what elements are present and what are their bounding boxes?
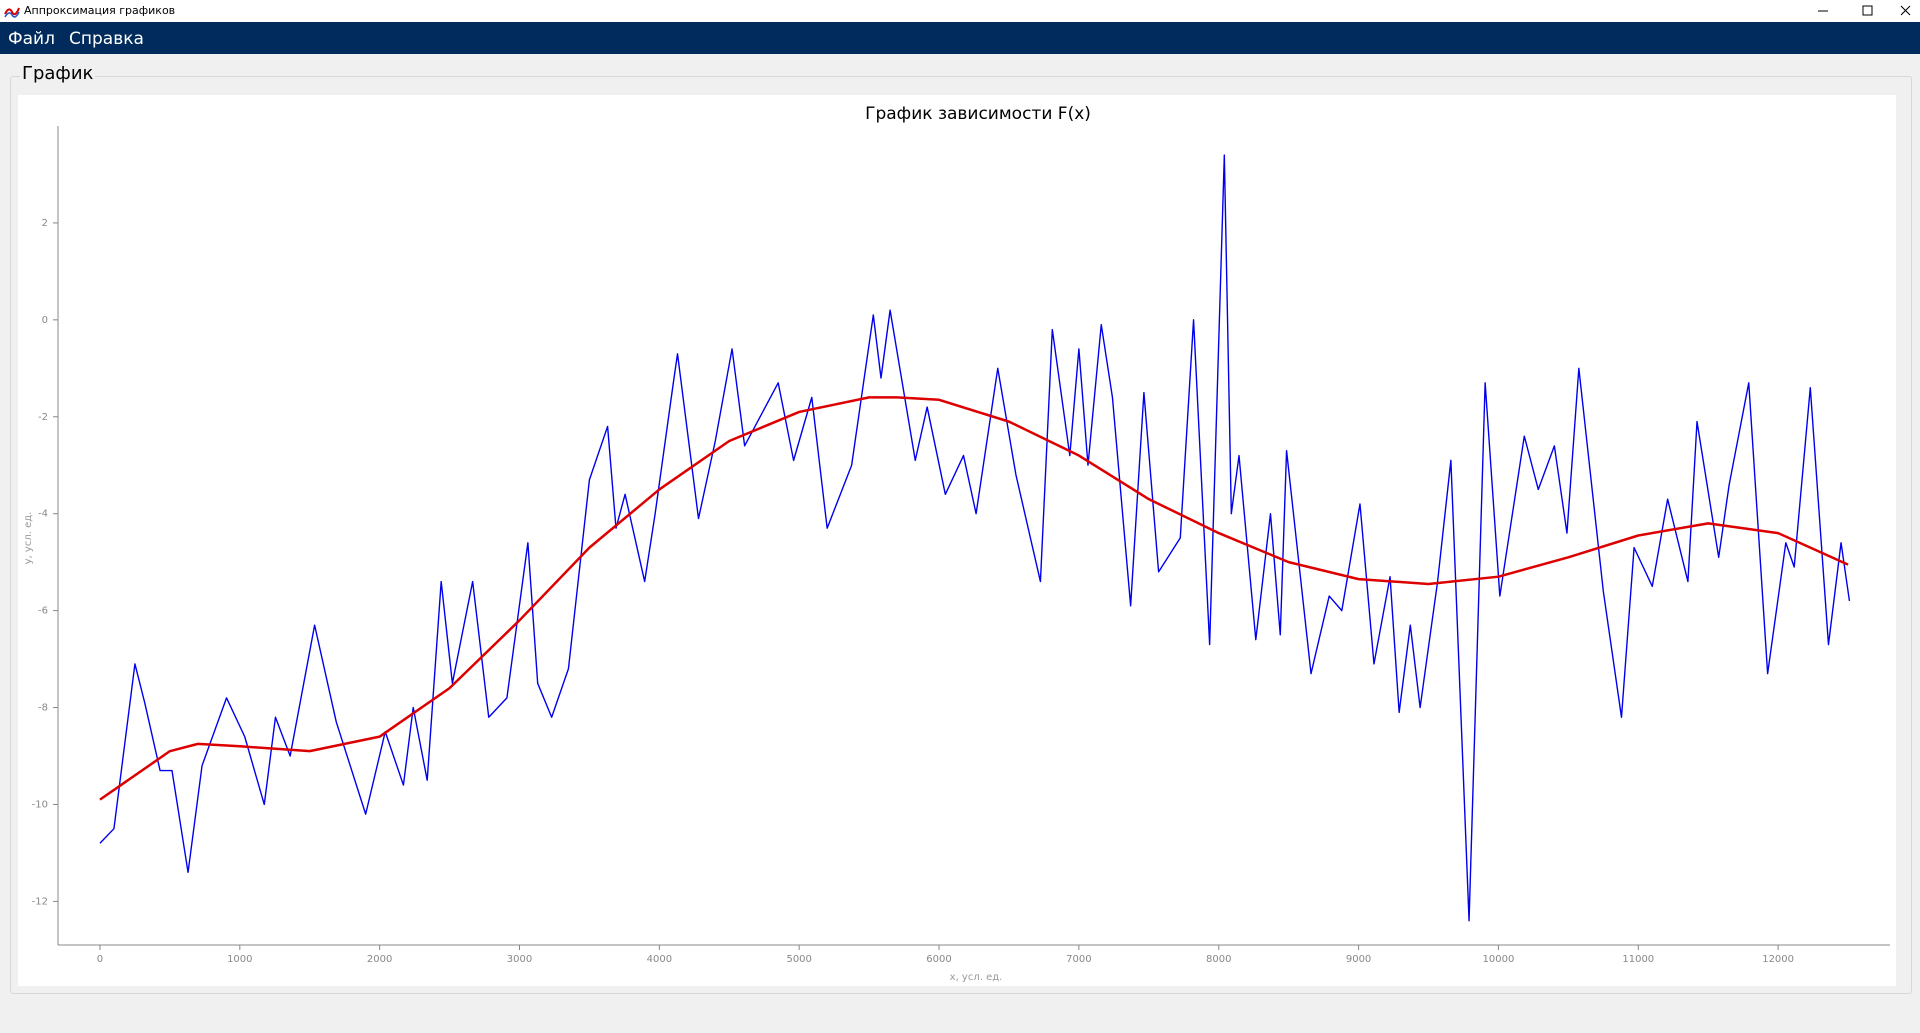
plot-background xyxy=(18,95,1896,986)
y-tick-label: -4 xyxy=(38,509,48,520)
x-axis-label: x, усл. ед. xyxy=(950,972,1003,983)
title-bar: Аппроксимация графиков xyxy=(0,0,1920,22)
menu-item[interactable]: Справка xyxy=(69,29,144,49)
x-tick-label: 0 xyxy=(97,954,103,965)
data-line xyxy=(99,396,1849,801)
x-tick-label: 12000 xyxy=(1762,954,1794,965)
y-tick-label: -12 xyxy=(32,896,48,907)
group-box xyxy=(10,76,1912,994)
y-tick-label: 0 xyxy=(42,315,48,326)
x-tick-label: 9000 xyxy=(1346,954,1371,965)
window-controls[interactable] xyxy=(1800,0,1920,22)
x-tick-label: 2000 xyxy=(367,954,392,965)
x-tick-label: 3000 xyxy=(507,954,532,965)
data-line xyxy=(99,154,1851,922)
app-icon xyxy=(4,7,20,18)
y-tick-label: -6 xyxy=(38,606,48,617)
menu-bar: Файл Справка xyxy=(0,22,1920,54)
x-tick-label: 7000 xyxy=(1066,954,1091,965)
x-tick-label: 1000 xyxy=(227,954,252,965)
close-button[interactable] xyxy=(1900,5,1911,16)
y-tick-label: -10 xyxy=(32,799,48,810)
y-tick-label: -2 xyxy=(38,412,48,423)
y-axis-label: y, усл. ед. xyxy=(23,512,34,565)
chart-title: График зависимости F(x) xyxy=(865,104,1091,124)
group-title: График xyxy=(20,63,96,84)
x-tick-label: 5000 xyxy=(786,954,811,965)
menu-item[interactable]: Файл xyxy=(8,29,55,49)
window-title: Аппроксимация графиков xyxy=(24,4,176,17)
x-tick-label: 4000 xyxy=(647,954,672,965)
x-tick-label: 6000 xyxy=(926,954,951,965)
restore-button[interactable] xyxy=(1862,5,1873,16)
x-tick-label: 10000 xyxy=(1483,954,1515,965)
chart: График зависимости F(x) x, усл. ед. y, у… xyxy=(18,95,1896,986)
x-tick-label: 11000 xyxy=(1622,954,1654,965)
y-tick-label: 2 xyxy=(42,218,48,229)
x-tick-label: 8000 xyxy=(1206,954,1231,965)
y-tick-label: -8 xyxy=(38,703,48,714)
